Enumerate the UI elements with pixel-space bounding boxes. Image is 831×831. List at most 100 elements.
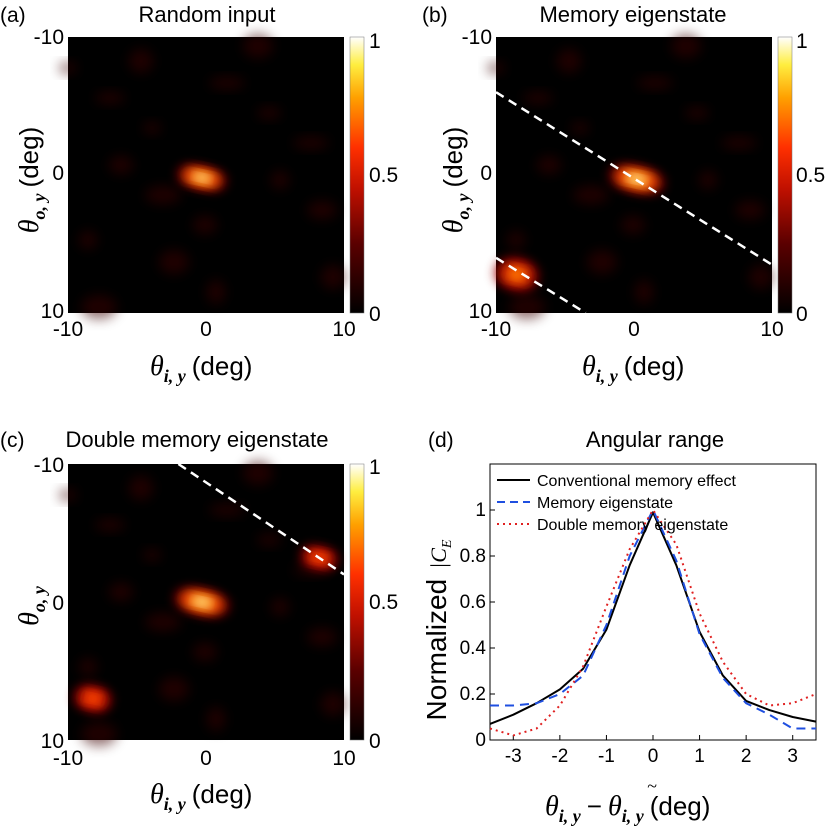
panel-c-ytick-mid: 0 [52,592,64,615]
panel-a-ylabel: θo, y(deg) [14,127,49,233]
heatmap-speckle [243,461,273,485]
panel-a: (a) Random input 1 0.5 0 -10 0 10 -10 0 … [0,2,398,386]
panel-b-colorbar [777,36,793,314]
heatmap-speckle [145,186,181,204]
heatmap-speckle [209,77,245,89]
heatmap-speckle [193,216,217,234]
y-tick-label: 0 [475,730,486,751]
heatmap-speckle [271,598,289,616]
heatmap-speckle [143,549,161,561]
heatmap-speckle [735,201,765,219]
heatmap-speckle [537,156,561,174]
panel-b-blobs [487,34,773,319]
heatmap-speckle [587,250,617,274]
heatmap-speckle [257,534,281,546]
heatmap-speckle [307,201,337,219]
panel-c-colorbar [349,463,365,741]
heatmap-speckle [509,295,545,319]
panel-b: (b) Memory eigenstate 1 0.5 0 -10 0 10 -… [422,2,825,386]
y-tick-label: 0.8 [460,546,486,567]
memory-line-0 [177,462,345,576]
heatmap-speckle [749,265,773,289]
panel-c-xtick-left: -10 [53,747,83,770]
heatmap-speckle [523,92,553,104]
heatmap-speckle [307,628,337,646]
panel-b-ytick-top: -10 [462,26,492,49]
heatmap-speckle [81,295,117,319]
panel-a-cb-tick-0: 0 [369,303,381,326]
heatmap-speckle [129,49,153,73]
panel-b-ytick-mid: 0 [480,162,492,185]
legend-label-double: Double memory eigenstate [537,517,728,534]
panel-d-ylabel: Normalized|CE [421,539,455,720]
panel-a-cb-tick-1: 1 [369,30,381,53]
heatmap-speckle [257,107,281,119]
heatmap-speckle [635,280,653,304]
heatmap-speckle [557,49,581,73]
x-tick-label: -3 [505,746,522,767]
panel-a-cb-tick-05: 0.5 [369,164,398,187]
heatmap-speckle [243,34,273,58]
panel-d-xlabel-tilde: ~ [647,776,657,796]
panel-d: (d) Angular range -3 -2 -1 0 1 2 3 0 0.2 0.4 0.6 0.… [421,427,817,826]
panel-c-ytick-bot: 10 [41,730,64,753]
panel-c-blobs [59,461,345,746]
x-tick-label: -1 [598,746,615,767]
panel-c-cb-tick-0: 0 [369,730,381,753]
panel-b-ytick-bot: 10 [469,300,492,323]
panel-c-xlabel: θi, y (deg) [150,779,252,814]
panel-a-xtick-mid: 0 [200,318,212,341]
panel-b-xtick-right: 10 [760,318,783,341]
panel-b-xlabel: θi, y (deg) [582,351,684,386]
panel-a-blobs [59,34,345,319]
series-line-1 [490,509,816,730]
panel-b-ylabel: θo, y(deg) [438,127,473,233]
panel-c-xtick-mid: 0 [200,747,212,770]
panel-b-cb-tick-05: 0.5 [796,164,825,187]
heatmap-speckle [143,122,161,134]
panel-a-colorbar [349,36,365,314]
panel-b-letter: (b) [422,4,448,27]
heatmap-speckle [109,583,133,601]
panel-b-xtick-left: -10 [481,318,511,341]
heatmap-speckle [321,265,345,289]
heatmap-speckle [59,62,77,74]
heatmap-speckle [95,92,125,104]
heatmap-speckle [637,77,673,89]
panel-d-axes [489,463,817,741]
heatmap-speckle [699,171,717,189]
heatmap-speckle [193,643,217,661]
heatmap-speckle [293,137,329,149]
panel-a-xlabel: θi, y (deg) [150,351,252,386]
y-tick-label: 0.2 [460,684,486,705]
panel-c-ylabel: θo, y [14,585,49,626]
panel-d-ticks: -3 -2 -1 0 1 2 3 0 0.2 0.4 0.6 0.8 1 [460,500,798,767]
panel-a-xtick-right: 10 [332,318,355,341]
x-tick-label: 3 [787,746,798,767]
panel-c-cb-tick-05: 0.5 [369,591,398,614]
heatmap-speckle [79,231,97,249]
panel-d-letter: (d) [428,429,454,452]
heatmap-speckle [621,216,645,234]
x-tick-label: 2 [741,746,752,767]
panel-a-xtick-left: -10 [53,318,83,341]
x-tick-label: 1 [694,746,705,767]
panel-d-xlabel: θi, y − θi, y (deg) [545,791,710,826]
panel-a-ytick-mid: 0 [52,162,64,185]
heatmap-speckle [507,231,525,249]
x-tick-label: 0 [648,746,659,767]
heatmap-speckle [159,677,189,701]
panel-c-letter: (c) [0,429,25,452]
heatmap-speckle [321,692,345,716]
heatmap-speckle [487,62,505,74]
heatmap-speckle [209,504,245,516]
y-tick-label: 0.6 [460,592,486,613]
panel-a-ytick-top: -10 [34,26,64,49]
heatmap-speckle [207,707,225,731]
heatmap-speckle [129,476,153,500]
heatmap-blob-0 [195,598,209,606]
heatmap-speckle [159,250,189,274]
y-tick-label: 0.4 [460,638,487,659]
heatmap-speckle [573,186,609,204]
